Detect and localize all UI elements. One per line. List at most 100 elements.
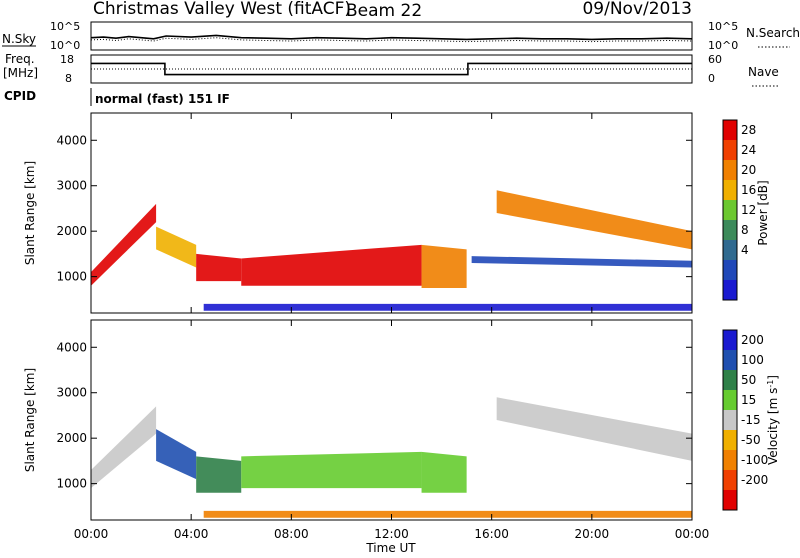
beam-label: Beam 22: [346, 1, 422, 21]
colorbar-tick-label: 28: [741, 123, 756, 137]
x-tick-label: 00:00: [74, 527, 109, 541]
colorbar-tick-label: 200: [741, 333, 764, 347]
echo-band-1: [156, 226, 197, 268]
freq-left-tick-bottom: 8: [65, 72, 72, 85]
velocity-colorbar-label: Velocity [m s-1]: [766, 375, 781, 465]
x-tick-label: 08:00: [274, 527, 309, 541]
cpid-program: normal (fast) 151 IF: [95, 92, 230, 106]
x-tick-label: 12:00: [374, 527, 409, 541]
noise-left-label: N.Sky: [2, 32, 36, 46]
plot-title: Christmas Valley West (fitACF): [93, 0, 351, 19]
echo-band-7: [203, 303, 692, 311]
x-tick-label: 16:00: [474, 527, 509, 541]
colorbar-segment: [723, 330, 737, 351]
power-bands: [91, 190, 692, 311]
power-panel: 1000 2000 3000 4000 Slant Range [km] 28 24 20…: [23, 112, 770, 314]
echo-band-1: [156, 429, 197, 480]
colorbar-segment: [723, 370, 737, 391]
velocity-bands: [91, 397, 692, 518]
y-tick-label: 4000: [56, 133, 87, 147]
colorbar-segment: [723, 160, 737, 181]
x-tick-label: 00:00: [675, 527, 710, 541]
noise-sky-line: [90, 34, 693, 41]
x-tick-label: 04:00: [174, 527, 209, 541]
x-tick-label: 20:00: [575, 527, 610, 541]
y-tick-label: 2000: [56, 431, 87, 445]
colorbar-segment: [723, 200, 737, 221]
colorbar-segment: [723, 490, 737, 511]
cpid-panel: CPID normal (fast) 151 IF: [4, 88, 230, 106]
y-tick-label: 1000: [56, 270, 87, 284]
colorbar-segment: [723, 410, 737, 431]
colorbar-segment: [723, 470, 737, 491]
echo-band-5: [496, 397, 692, 461]
velocity-y-ticks: 1000 2000 3000 4000: [56, 340, 692, 491]
colorbar-tick-label: 8: [741, 223, 749, 237]
colorbar-segment: [723, 220, 737, 241]
freq-right-tick-bottom: 0: [708, 72, 715, 85]
power-colorbar: 28 24 20 16 12 8 4: [722, 119, 756, 301]
noise-search-line: [90, 37, 693, 43]
echo-band-5: [496, 190, 692, 250]
time-axis: 00:00 04:00 08:00 12:00 16:00 20:00 00:00: [74, 113, 710, 541]
frequency-panel: Freq. [MHz] 18 8 60 0 Nave: [3, 52, 780, 87]
colorbar-segment: [723, 430, 737, 451]
colorbar-frame: [722, 119, 738, 301]
colorbar-tick-label: -200: [741, 473, 768, 487]
y-tick-label: 1000: [56, 477, 87, 491]
cpid-label: CPID: [4, 89, 36, 103]
time-axis-label: Time UT: [365, 541, 416, 554]
echo-band-6: [471, 256, 692, 268]
freq-label-line1: Freq.: [5, 52, 35, 66]
power-y-axis-label: Slant Range [km]: [23, 161, 37, 265]
colorbar-segment: [723, 180, 737, 201]
y-tick-label: 2000: [56, 224, 87, 238]
colorbar-segment: [723, 390, 737, 411]
freq-left-tick-top: 18: [60, 53, 74, 66]
echo-band-0: [91, 203, 157, 286]
echo-band-6: [203, 510, 692, 518]
noise-left-tick-top: 10^5: [50, 20, 80, 33]
noise-right-tick-bottom: 10^0: [708, 39, 738, 52]
colorbar-tick-label: -100: [741, 453, 768, 467]
freq-right-tick-top: 60: [708, 53, 722, 66]
colorbar-tick-label: 15: [741, 393, 756, 407]
colorbar-segment: [723, 450, 737, 471]
echo-band-0: [91, 406, 157, 489]
y-tick-label: 3000: [56, 386, 87, 400]
noise-right-tick-top: 10^5: [708, 20, 738, 33]
colorbar-tick-label: -50: [741, 433, 761, 447]
echo-band-4: [421, 451, 467, 493]
colorbar-segment: [723, 260, 737, 281]
echo-band-4: [421, 244, 467, 288]
noise-right-label: N.Search: [746, 26, 800, 40]
power-colorbar-label: Power [dB]: [756, 180, 770, 245]
colorbar-tick-label: 100: [741, 353, 764, 367]
noise-panel: N.Sky 10^5 10^0 10^5 10^0 N.Search: [2, 20, 800, 52]
colorbar-frame: [722, 329, 738, 511]
echo-band-3: [241, 244, 422, 286]
power-y-ticks: 1000 2000 3000 4000: [56, 133, 692, 284]
colorbar-tick-label: 4: [741, 243, 749, 257]
y-tick-label: 3000: [56, 179, 87, 193]
freq-label-line2: [MHz]: [3, 66, 38, 80]
colorbar-segment: [723, 120, 737, 141]
colorbar-tick-label: -15: [741, 413, 761, 427]
echo-band-3: [241, 451, 422, 489]
y-tick-label: 4000: [56, 340, 87, 354]
date-label: 09/Nov/2013: [582, 0, 692, 19]
colorbar-segment: [723, 350, 737, 371]
colorbar-tick-label: 50: [741, 373, 756, 387]
echo-band-2: [196, 253, 242, 282]
echo-band-2: [196, 456, 242, 493]
velocity-colorbar: 200 100 50 15 -15 -50 -100 -200: [722, 329, 768, 511]
colorbar-tick-label: 20: [741, 163, 756, 177]
colorbar-segment: [723, 240, 737, 261]
colorbar-tick-label: 12: [741, 203, 756, 217]
colorbar-segment: [723, 280, 737, 301]
colorbar-tick-label: 24: [741, 143, 756, 157]
noise-panel-frame: [90, 21, 693, 51]
colorbar-tick-label: 16: [741, 183, 756, 197]
